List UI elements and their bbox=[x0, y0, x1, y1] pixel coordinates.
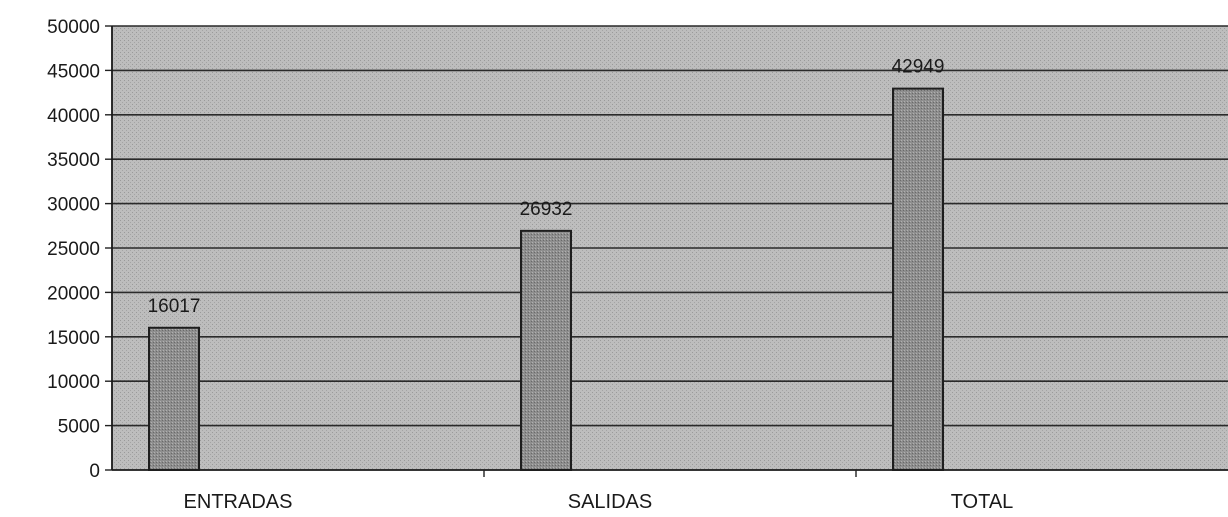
x-category-label: ENTRADAS bbox=[184, 491, 293, 513]
y-tick-label: 45000 bbox=[47, 61, 100, 82]
y-tick-label: 0 bbox=[89, 461, 100, 482]
bar-entradas bbox=[148, 326, 200, 471]
data-label-salidas: 26932 bbox=[520, 199, 573, 220]
bar-total bbox=[892, 87, 944, 471]
y-tick-label: 50000 bbox=[47, 17, 100, 38]
data-label-total: 42949 bbox=[892, 57, 945, 78]
y-tick-label: 30000 bbox=[47, 195, 100, 216]
y-tick-label: 35000 bbox=[47, 150, 100, 171]
data-label-entradas: 16017 bbox=[148, 296, 201, 317]
y-tick-label: 15000 bbox=[47, 328, 100, 349]
y-tick-label: 20000 bbox=[47, 283, 100, 304]
bar-salidas bbox=[520, 229, 572, 471]
y-tick-label: 40000 bbox=[47, 106, 100, 127]
x-category-label: SALIDAS bbox=[568, 491, 652, 513]
y-tick-label: 25000 bbox=[47, 239, 100, 260]
x-category-label: TOTAL bbox=[951, 491, 1014, 513]
y-tick-label: 10000 bbox=[47, 372, 100, 393]
y-tick-label: 5000 bbox=[58, 417, 100, 438]
